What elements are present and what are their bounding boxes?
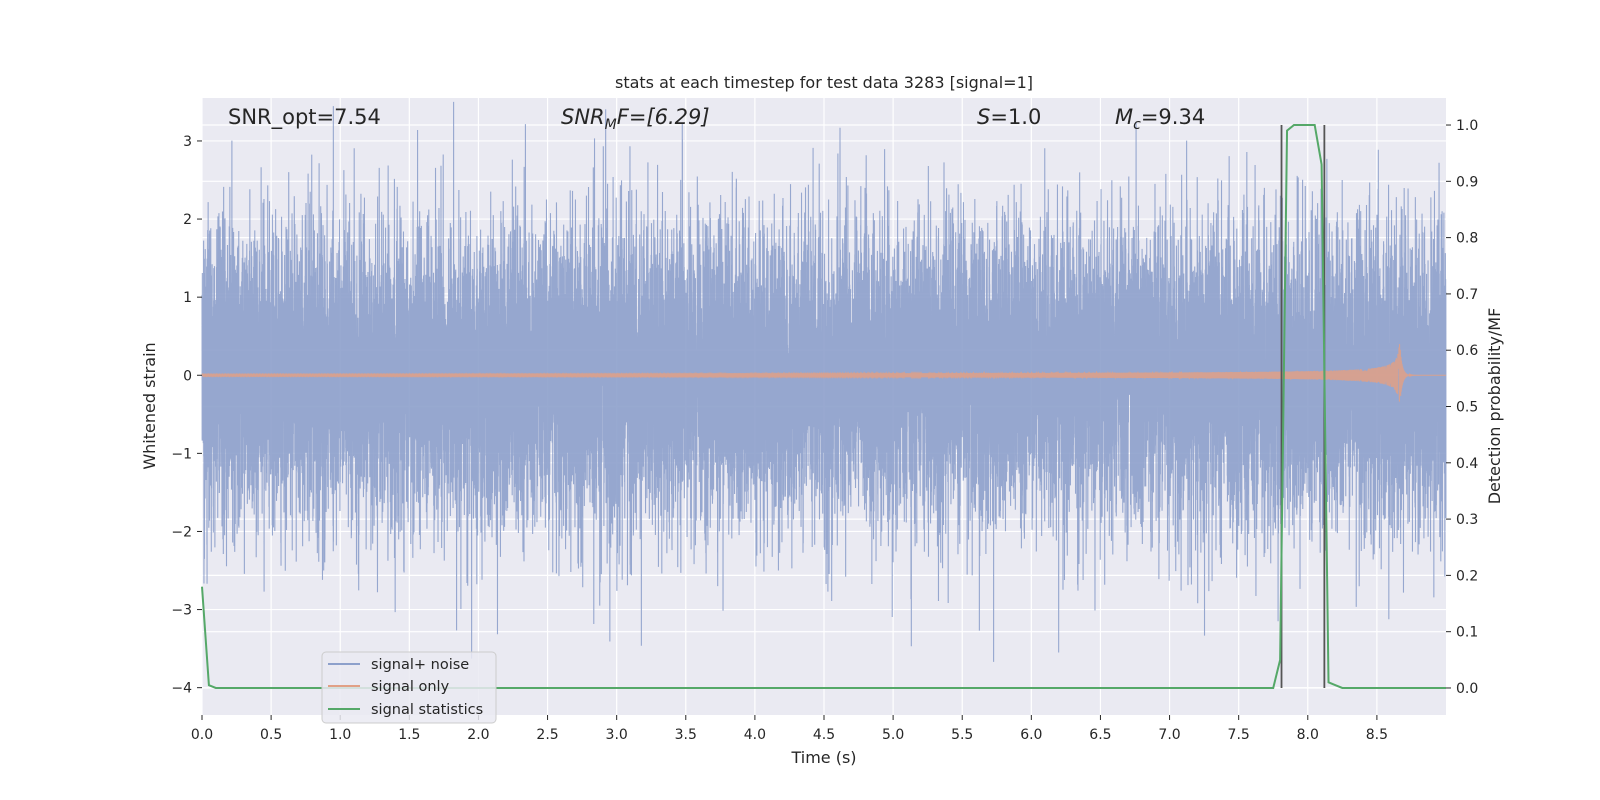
annotation-snr-mf: SNRMF=[6.29] — [561, 105, 710, 133]
x-axis-ticks: 0.0 0.5 1.0 1.5 2.0 2.5 3.0 3.5 4.0 4.5 5.0 5.5 6.0 6… — [191, 715, 1388, 743]
annotation-snr-mf-main: SNR — [561, 105, 605, 129]
x-tick-label-10: 5.0 — [882, 727, 904, 743]
signal-only-line — [201, 344, 1446, 402]
legend-label-signal-only: signal only — [371, 679, 450, 695]
x-tick-label-5: 2.5 — [536, 727, 558, 743]
x-tick-label-13: 6.5 — [1089, 727, 1111, 743]
annotation-snr-mf-rest: F=[6.29] — [617, 105, 710, 129]
signal-noise-line — [201, 101, 1447, 662]
legend-box — [321, 651, 497, 724]
annotation-mc: Mc=9.34 — [1115, 105, 1205, 133]
chart-title: stats at each timestep for test data 328… — [615, 73, 1033, 92]
x-tick-label-12: 6.0 — [1020, 727, 1042, 743]
y-right-tick-label-8: 0.2 — [1456, 568, 1478, 584]
x-tick-label-9: 4.5 — [813, 727, 835, 743]
x-tick-label-14: 7.0 — [1158, 727, 1180, 743]
y-right-tick-label-9: 0.1 — [1456, 625, 1478, 641]
annotation-mc-sub: c — [1133, 117, 1141, 133]
y-left-tick-label-4: −1 — [171, 446, 192, 462]
y-left-tick-label-0: 3 — [183, 134, 192, 150]
x-tick-label-1: 0.5 — [260, 727, 282, 743]
annotation-s: S=1.0 — [977, 105, 1041, 129]
y-left-tick-label-1: 2 — [183, 212, 192, 228]
annotation-snr-mf-sub: M — [605, 117, 617, 133]
x-tick-label-6: 3.0 — [606, 727, 628, 743]
y-right-tick-label-3: 0.7 — [1456, 287, 1478, 303]
x-tick-label-7: 3.5 — [675, 727, 697, 743]
y-left-axis-ticks: 3 2 1 0 −1 −2 −3 −4 — [171, 134, 202, 697]
x-tick-label-17: 8.5 — [1366, 727, 1388, 743]
y-right-tick-label-2: 0.8 — [1456, 231, 1478, 247]
y-right-tick-label-5: 0.5 — [1456, 400, 1478, 416]
x-tick-label-16: 8.0 — [1297, 727, 1319, 743]
y-left-axis-label: Whitened strain — [140, 342, 159, 469]
legend: signal+ noise signal only signal statist… — [321, 651, 497, 724]
x-tick-label-15: 7.5 — [1228, 727, 1250, 743]
y-right-tick-label-10: 0.0 — [1456, 681, 1478, 697]
y-right-tick-label-0: 1.0 — [1456, 118, 1478, 134]
x-tick-label-0: 0.0 — [191, 727, 213, 743]
x-axis-label: Time (s) — [790, 748, 856, 767]
x-tick-label-11: 5.5 — [951, 727, 973, 743]
x-tick-label-3: 1.5 — [398, 727, 420, 743]
y-left-tick-label-5: −2 — [171, 524, 192, 540]
y-right-axis-label: Detection probability/MF — [1485, 308, 1504, 505]
legend-label-signal-statistics: signal statistics — [371, 702, 483, 718]
y-left-tick-label-7: −4 — [171, 681, 192, 697]
y-right-tick-label-6: 0.4 — [1456, 456, 1478, 472]
y-right-tick-label-7: 0.3 — [1456, 512, 1478, 528]
y-left-tick-label-6: −3 — [171, 603, 192, 619]
x-tick-label-4: 2.0 — [467, 727, 489, 743]
series-signal-statistics — [201, 124, 1446, 689]
annotation-mc-rest: =9.34 — [1141, 105, 1205, 129]
annotation-s-rest: =1.0 — [990, 105, 1041, 129]
y-right-axis-ticks: 1.0 0.9 0.8 0.7 0.6 0.5 0.4 0.3 0.2 0.1 0.0 — [1446, 118, 1478, 697]
annotation-s-main: S — [977, 105, 990, 129]
y-right-tick-label-1: 0.9 — [1456, 174, 1478, 190]
series-signal-noise — [201, 101, 1447, 662]
annotation-mc-main: M — [1115, 105, 1133, 129]
y-left-tick-label-3: 0 — [183, 368, 192, 384]
annotation-snr-opt: SNR_opt=7.54 — [228, 105, 381, 130]
x-tick-label-8: 4.0 — [744, 727, 766, 743]
series-signal-only — [201, 344, 1446, 402]
y-right-tick-label-4: 0.6 — [1456, 343, 1478, 359]
x-tick-label-2: 1.0 — [329, 727, 351, 743]
legend-label-signal-noise: signal+ noise — [371, 657, 469, 673]
signal-statistics-line — [201, 124, 1446, 689]
y-left-tick-label-2: 1 — [183, 290, 192, 306]
